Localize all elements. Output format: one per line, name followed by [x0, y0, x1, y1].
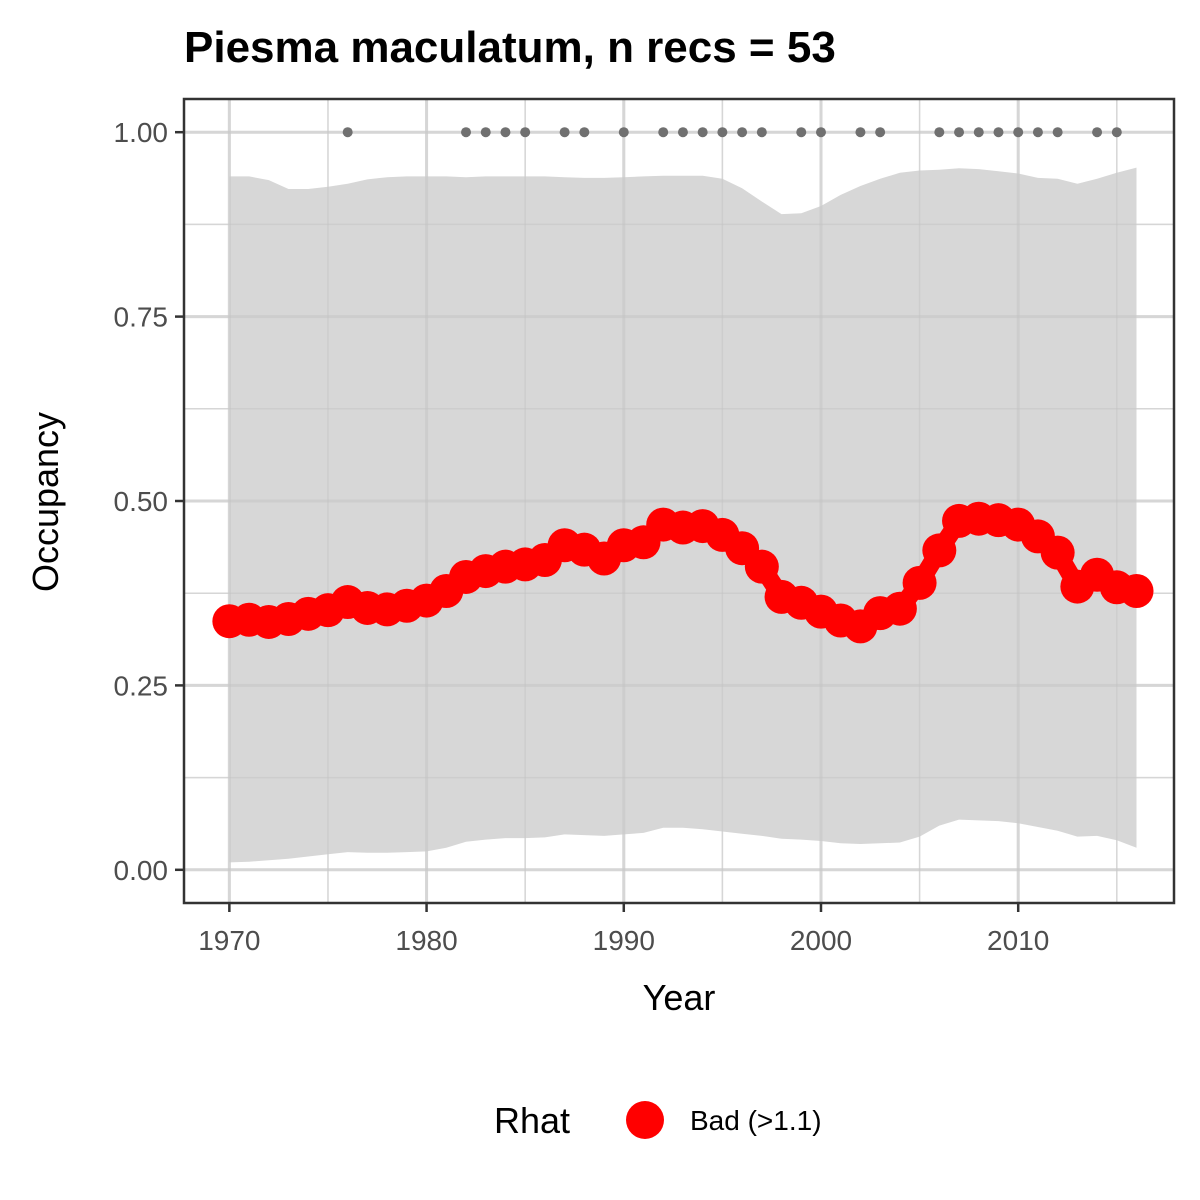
record-point [875, 127, 886, 138]
x-tick-label: 1970 [198, 925, 260, 956]
legend-title: Rhat [494, 1100, 570, 1141]
legend-label-bad: Bad (>1.1) [690, 1105, 822, 1136]
x-tick-label: 1980 [395, 925, 457, 956]
occupancy-point [922, 533, 957, 568]
record-point [658, 127, 669, 138]
record-point [618, 127, 629, 138]
y-tick-label: 0.50 [114, 486, 169, 517]
record-point [1052, 127, 1063, 138]
record-point [677, 127, 688, 138]
chart-title: Piesma maculatum, n recs = 53 [184, 23, 836, 72]
record-point [815, 127, 826, 138]
legend-marker-bad [626, 1101, 664, 1139]
record-point [934, 127, 945, 138]
record-point [480, 127, 491, 138]
record-point [796, 127, 807, 138]
occupancy-series [212, 501, 1154, 644]
record-point [342, 127, 353, 138]
occupancy-point [902, 565, 937, 600]
record-points [342, 127, 1122, 138]
grid-lines-over-band [184, 99, 1174, 903]
record-point [697, 127, 708, 138]
record-point [717, 127, 728, 138]
x-tick-label: 2000 [790, 925, 852, 956]
record-point [559, 127, 570, 138]
x-tick-label: 2010 [987, 925, 1049, 956]
record-point [855, 127, 866, 138]
record-point [1111, 127, 1122, 138]
record-point [756, 127, 767, 138]
legend: Rhat Bad (>1.1) [494, 1100, 822, 1141]
occupancy-point [1119, 573, 1154, 608]
axes: 0.00 0.25 0.50 0.75 1.00 1970 1980 1990 2000 2010 [114, 117, 1050, 956]
record-point [1092, 127, 1103, 138]
y-axis-title: Occupancy [25, 412, 66, 592]
y-tick-label: 0.25 [114, 670, 169, 701]
record-point [1032, 127, 1043, 138]
record-point [461, 127, 472, 138]
y-tick-label: 0.75 [114, 302, 169, 333]
occupancy-point [1040, 535, 1075, 570]
occupancy-point [744, 549, 779, 584]
record-point [520, 127, 531, 138]
record-point [1013, 127, 1024, 138]
record-point [954, 127, 965, 138]
record-point [579, 127, 590, 138]
x-axis-title: Year [643, 977, 716, 1018]
record-point [500, 127, 511, 138]
y-tick-label: 0.00 [114, 855, 169, 886]
y-tick-label: 1.00 [114, 117, 169, 148]
record-point [993, 127, 1004, 138]
record-point [737, 127, 748, 138]
record-point [973, 127, 984, 138]
x-tick-label: 1990 [593, 925, 655, 956]
occupancy-point [882, 591, 917, 626]
